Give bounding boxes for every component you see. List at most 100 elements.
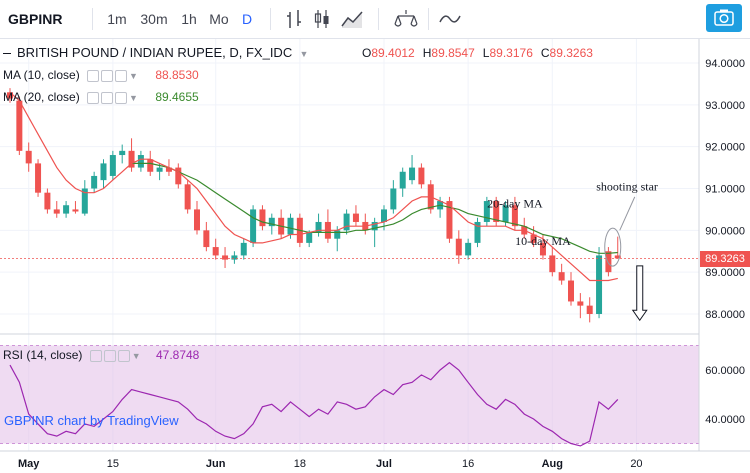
candle [306, 230, 313, 248]
open-label: O [362, 46, 372, 60]
candle [250, 205, 257, 248]
highlight-ellipse [604, 227, 622, 267]
indicator-icon[interactable] [438, 0, 462, 38]
bar-style-icon[interactable] [284, 0, 304, 38]
close-label: C [540, 46, 550, 60]
candle [91, 171, 98, 193]
time-tick-label: May [18, 458, 40, 470]
candle [352, 205, 359, 227]
candle [324, 209, 331, 243]
ma10-value: 88.8530 [155, 68, 199, 82]
candle [596, 247, 603, 319]
candle [343, 209, 350, 235]
candle [222, 247, 229, 268]
price-axis[interactable]: 94.0000 93.0000 92.0000 91.0000 90.0000 89.00… [705, 58, 745, 426]
price-tick-label: 90.0000 [705, 225, 745, 237]
candle [390, 180, 397, 214]
candle [530, 226, 537, 248]
ma20-label: MA (20, close) [3, 90, 80, 104]
price-tick-label: 88.0000 [705, 309, 745, 321]
candle [35, 159, 42, 197]
toolbar-divider [378, 8, 379, 30]
eye-icon[interactable] [87, 70, 100, 83]
close-icon[interactable] [117, 350, 130, 363]
interval-1m-button[interactable]: 1m [107, 11, 127, 27]
chart-area[interactable]: 94.0000 93.0000 92.0000 91.0000 90.0000 89.00… [0, 39, 750, 473]
down-arrow-icon [631, 265, 648, 322]
time-axis[interactable]: May 15 Jun 18 Jul 16 Aug 20 [18, 458, 643, 470]
rsi-tick-label: 60.0000 [705, 365, 745, 377]
collapse-icon[interactable] [3, 53, 11, 55]
low-value: 89.3176 [489, 46, 533, 60]
candle [465, 238, 472, 260]
rsi-label: RSI (14, close) [3, 348, 83, 362]
candle [100, 159, 107, 189]
candle [16, 96, 23, 156]
legend-ma10-row[interactable]: MA (10, close) ▼ 88.8530 [3, 66, 199, 84]
candle [25, 142, 32, 172]
candle [53, 201, 60, 218]
interval-1h-button[interactable]: 1h [181, 11, 197, 27]
chevron-down-icon[interactable]: ▼ [131, 351, 141, 362]
time-tick-label: 20 [630, 458, 642, 470]
price-tick-label: 91.0000 [705, 184, 745, 196]
symbol-button[interactable]: GBPINR [8, 11, 63, 27]
candle [137, 150, 144, 172]
candle [81, 180, 88, 216]
candle [614, 236, 621, 259]
legend-ma20-row[interactable]: MA (20, close) ▼ 89.4655 [3, 88, 199, 106]
time-tick-label: Jun [206, 458, 226, 470]
close-icon[interactable] [115, 70, 128, 83]
rsi-line [9, 361, 619, 447]
interval-month-button[interactable]: Mo [209, 11, 229, 27]
candle [586, 297, 593, 323]
last-price-tag: 89.3263 [700, 251, 750, 267]
gear-icon[interactable] [101, 92, 114, 105]
candle [72, 201, 79, 214]
candles-icon[interactable] [312, 0, 332, 38]
high-value: 89.8547 [431, 46, 475, 60]
rsi-band [0, 345, 699, 444]
candle [418, 163, 425, 189]
attribution-link[interactable]: GBPINR chart by TradingView [4, 413, 179, 428]
candle [511, 196, 518, 231]
rsi-value: 47.8748 [155, 348, 200, 362]
chevron-down-icon[interactable]: ▼ [129, 93, 138, 104]
chevron-down-icon[interactable]: ▼ [299, 49, 309, 59]
gear-icon[interactable] [103, 350, 116, 363]
candle [399, 167, 406, 197]
annotation-label: shooting star [596, 180, 658, 194]
annotation-label: 10-day MA [515, 234, 571, 248]
candle [240, 238, 247, 260]
rsi-legend[interactable]: RSI (14, close) ▼ 47.8748 [3, 346, 199, 364]
toolbar-divider [270, 8, 271, 30]
candle [474, 217, 481, 248]
gear-icon[interactable] [101, 70, 114, 83]
eye-icon[interactable] [87, 92, 100, 105]
area-icon[interactable] [340, 0, 364, 38]
toolbar: GBPINR 1m 30m 1h Mo D [0, 0, 750, 39]
close-value: 89.3263 [549, 46, 593, 60]
candle [362, 213, 369, 235]
annotation-label: 20-day MA [487, 196, 543, 210]
camera-button[interactable] [706, 4, 742, 32]
price-tick-label: 93.0000 [705, 100, 745, 112]
compare-icon[interactable] [392, 0, 420, 38]
time-tick-label: 15 [107, 458, 119, 470]
chevron-down-icon[interactable]: ▼ [129, 71, 138, 82]
close-icon[interactable] [115, 92, 128, 105]
low-label: L [482, 46, 490, 60]
candle [483, 196, 490, 227]
interval-day-button[interactable]: D [241, 11, 253, 27]
ma10-label: MA (10, close) [3, 68, 80, 82]
eye-icon[interactable] [89, 350, 102, 363]
candle [278, 209, 285, 239]
candle [315, 213, 322, 237]
candle [605, 247, 612, 277]
ma10-line [9, 91, 618, 282]
toolbar-divider [92, 8, 93, 30]
interval-30m-button[interactable]: 30m [140, 11, 168, 27]
candle [119, 144, 126, 164]
time-tick-label: 18 [294, 458, 306, 470]
candle [203, 221, 210, 252]
